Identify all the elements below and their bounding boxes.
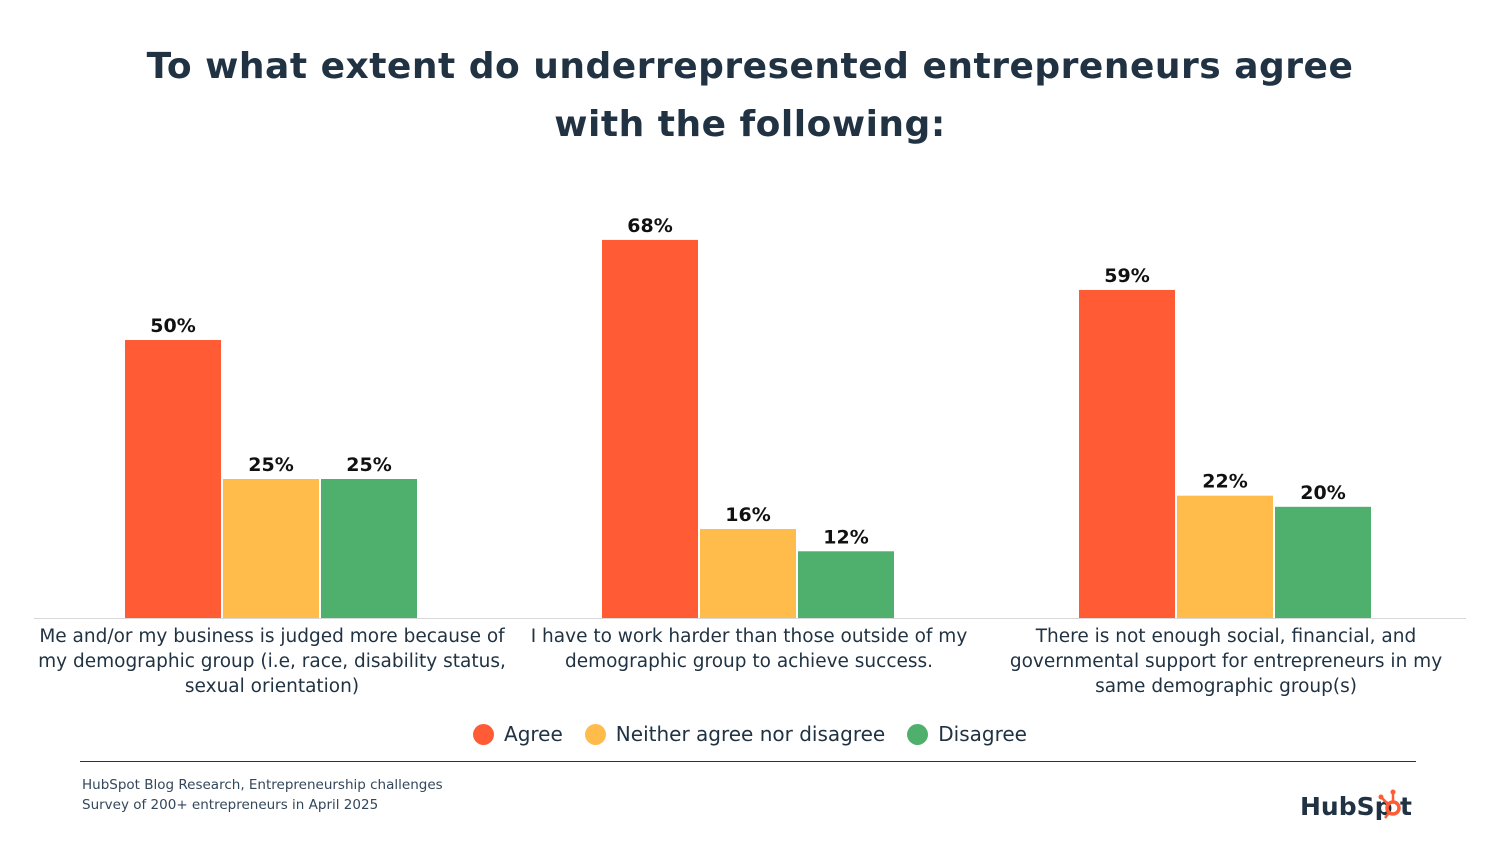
legend-swatch xyxy=(584,723,606,745)
legend-swatch xyxy=(907,723,929,745)
data-label: 59% xyxy=(1104,265,1149,287)
legend-label: Neither agree nor disagree xyxy=(615,722,886,746)
bar-disagree xyxy=(1275,506,1371,618)
source-line: HubSpot Blog Research, Entrepreneurship … xyxy=(82,777,443,793)
data-label: 25% xyxy=(248,454,293,476)
bar-neither-agree-nor-disagree xyxy=(223,479,319,618)
data-label: 16% xyxy=(725,504,770,526)
bar-neither-agree-nor-disagree xyxy=(1177,495,1273,618)
legend-item-disagree: Disagree xyxy=(907,722,1027,746)
data-label: 22% xyxy=(1202,471,1247,493)
legend-item-agree: Agree xyxy=(473,722,563,746)
data-label: 68% xyxy=(627,215,672,237)
category-label: There is not enough social, financial, a… xyxy=(1009,626,1443,697)
data-label: 20% xyxy=(1300,482,1345,504)
hubspot-logo: HubSp t xyxy=(1300,789,1412,821)
bar-agree xyxy=(125,340,221,618)
bar-agree xyxy=(602,239,698,619)
bar-neither-agree-nor-disagree xyxy=(700,529,796,618)
category-label: I have to work harder than those outside… xyxy=(530,626,968,672)
svg-text:t: t xyxy=(1400,792,1412,821)
legend-item-neither: Neither agree nor disagree xyxy=(584,722,886,746)
category-label: Me and/or my business is judged more bec… xyxy=(38,626,506,697)
bar-disagree xyxy=(798,551,894,618)
data-label: 50% xyxy=(150,315,195,337)
data-label: 12% xyxy=(823,526,868,548)
svg-text:HubSp: HubSp xyxy=(1300,792,1393,821)
legend-label: Disagree xyxy=(938,722,1027,746)
bar-agree xyxy=(1079,289,1175,618)
source-line: Survey of 200+ entrepreneurs in April 20… xyxy=(82,797,379,813)
bar-disagree xyxy=(321,479,417,618)
footer-divider xyxy=(80,761,1416,762)
data-label: 25% xyxy=(346,454,391,476)
chart-title: To what extent do underrepresented entre… xyxy=(146,46,1354,145)
legend: Agree Neither agree nor disagree Disagre… xyxy=(0,722,1500,746)
legend-label: Agree xyxy=(504,722,563,746)
legend-swatch xyxy=(473,723,495,745)
